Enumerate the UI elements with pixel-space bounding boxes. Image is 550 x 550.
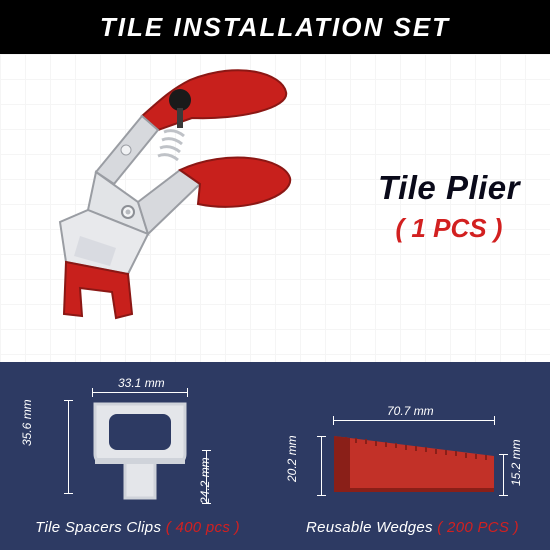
tile-plier-illustration [30, 62, 320, 352]
clip-diagram: 33.1 mm 35.6 mm 24.2 mm [0, 376, 275, 504]
clip-caption-count: ( 400 pcs ) [166, 519, 240, 536]
clip-column: 33.1 mm 35.6 mm 24.2 mm Ti [0, 362, 275, 550]
plier-qty: ( 1 PCS ) [378, 213, 520, 244]
wedge-column: 70.7 mm 20.2 mm 15.2 mm [275, 362, 550, 550]
clip-caption: Tile Spacers Clips ( 400 pcs ) [0, 519, 275, 536]
clip-dim-left: 35.6 mm [20, 399, 34, 446]
wedge-icon [330, 424, 500, 504]
title-text: TILE INSTALLATION SET [100, 12, 450, 43]
wedge-caption-count: ( 200 PCS ) [437, 519, 519, 536]
wedge-caption: Reusable Wedges ( 200 PCS ) [275, 519, 550, 536]
plier-name: Tile Plier [378, 169, 520, 207]
plier-label-block: Tile Plier ( 1 PCS ) [378, 169, 520, 244]
specs-section: 33.1 mm 35.6 mm 24.2 mm Ti [0, 362, 550, 550]
plier-section: Tile Plier ( 1 PCS ) [0, 54, 550, 362]
title-banner: TILE INSTALLATION SET [0, 0, 550, 54]
wedge-diagram: 70.7 mm 20.2 mm 15.2 mm [275, 376, 550, 504]
clip-dim-top: 33.1 mm [118, 376, 165, 390]
wedge-dim-left: 20.2 mm [285, 435, 299, 482]
wedge-dim-top: 70.7 mm [387, 404, 434, 418]
clip-caption-label: Tile Spacers Clips [35, 519, 161, 536]
wedge-caption-label: Reusable Wedges [306, 519, 433, 536]
clip-icon [85, 396, 195, 506]
wedge-dim-right: 15.2 mm [509, 439, 523, 486]
clip-dim-bottom: 24.2 mm [198, 457, 212, 504]
